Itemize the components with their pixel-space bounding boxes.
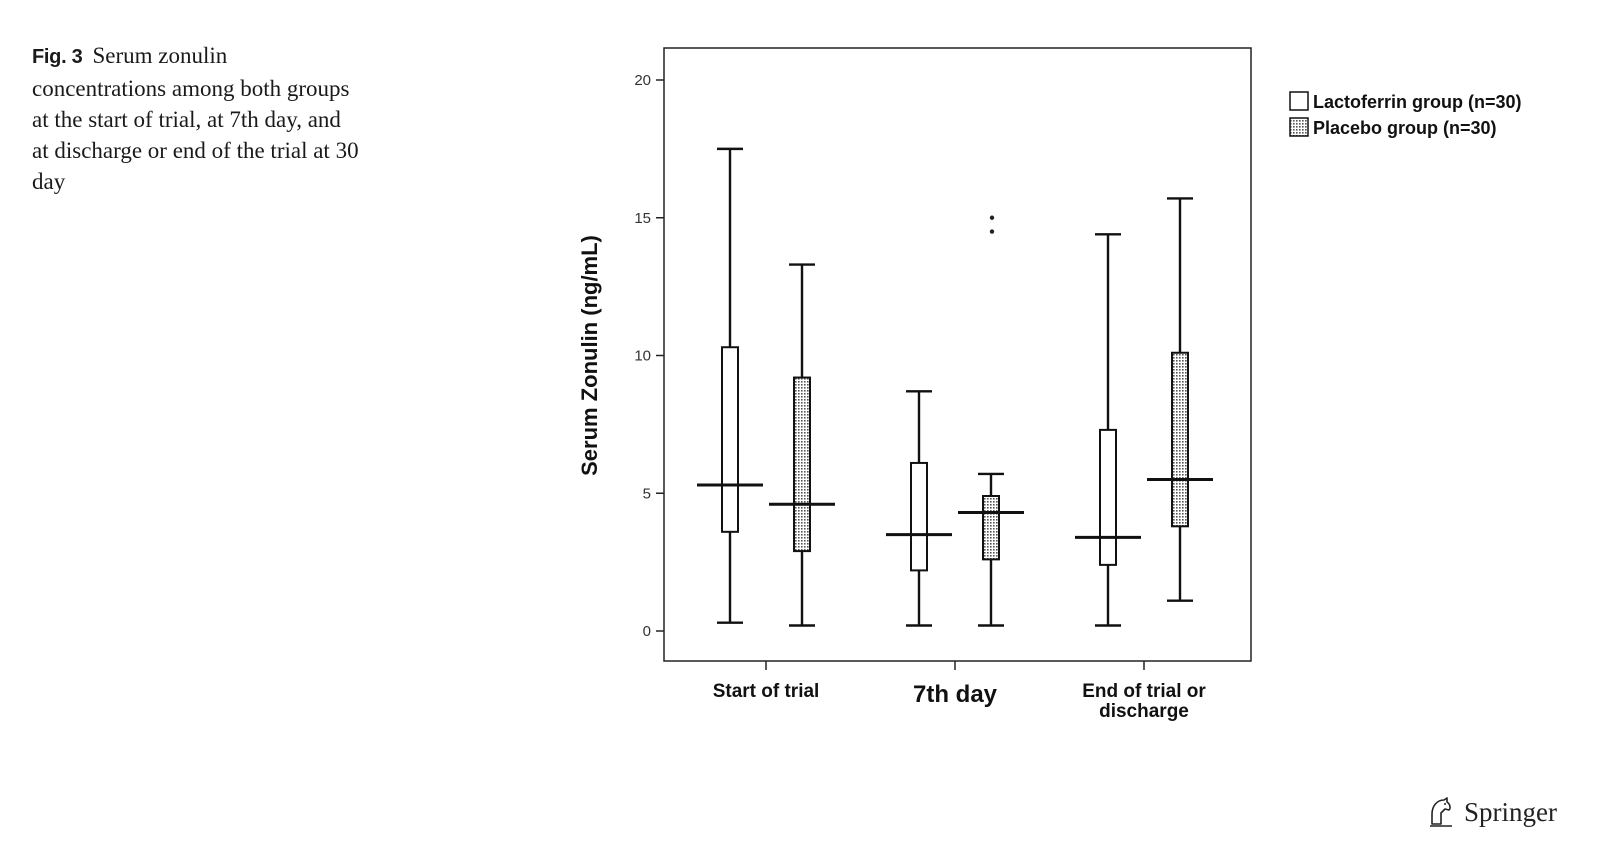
springer-horse-icon	[1430, 797, 1452, 827]
publisher-logo: Springer	[1428, 796, 1557, 828]
y-tick-label: 15	[634, 210, 651, 227]
iqr-box	[982, 495, 1000, 561]
publisher-name: Springer	[1464, 796, 1557, 827]
legend-swatch	[1289, 117, 1309, 137]
y-tick-label: 5	[643, 485, 651, 502]
figure-label: Fig. 3	[32, 46, 83, 68]
legend-swatch	[1289, 91, 1309, 111]
iqr-box	[793, 376, 811, 553]
y-tick-label: 10	[634, 348, 651, 365]
iqr-box	[910, 461, 928, 572]
x-category-label: Start of trial	[713, 681, 820, 702]
iqr-box	[1171, 351, 1189, 528]
y-tick-label: 0	[643, 623, 651, 640]
plot-frame	[663, 47, 1252, 662]
y-tick-label: 20	[634, 72, 651, 89]
caption-text: Serum zonulin concentrations among both …	[32, 43, 359, 194]
x-category-label: End of trial or	[1082, 681, 1206, 702]
figure-caption: Fig. 3 Serum zonulin concentrations among…	[32, 40, 362, 197]
iqr-box	[721, 346, 739, 533]
plot-area: 0 5 10 15 20 Serum Zonulin (ng/mL) Start of tr…	[577, 47, 1522, 722]
outlier-point	[989, 229, 995, 234]
y-axis-label: Serum Zonulin (ng/mL)	[577, 235, 602, 476]
legend-label: Lactoferrin group (n=30)	[1313, 92, 1522, 112]
x-category-label: discharge	[1099, 701, 1189, 722]
legend-label: Placebo group (n=30)	[1313, 118, 1497, 138]
iqr-box	[1099, 428, 1117, 566]
outlier-point	[989, 215, 995, 220]
x-category-label: 7th day	[913, 681, 998, 708]
